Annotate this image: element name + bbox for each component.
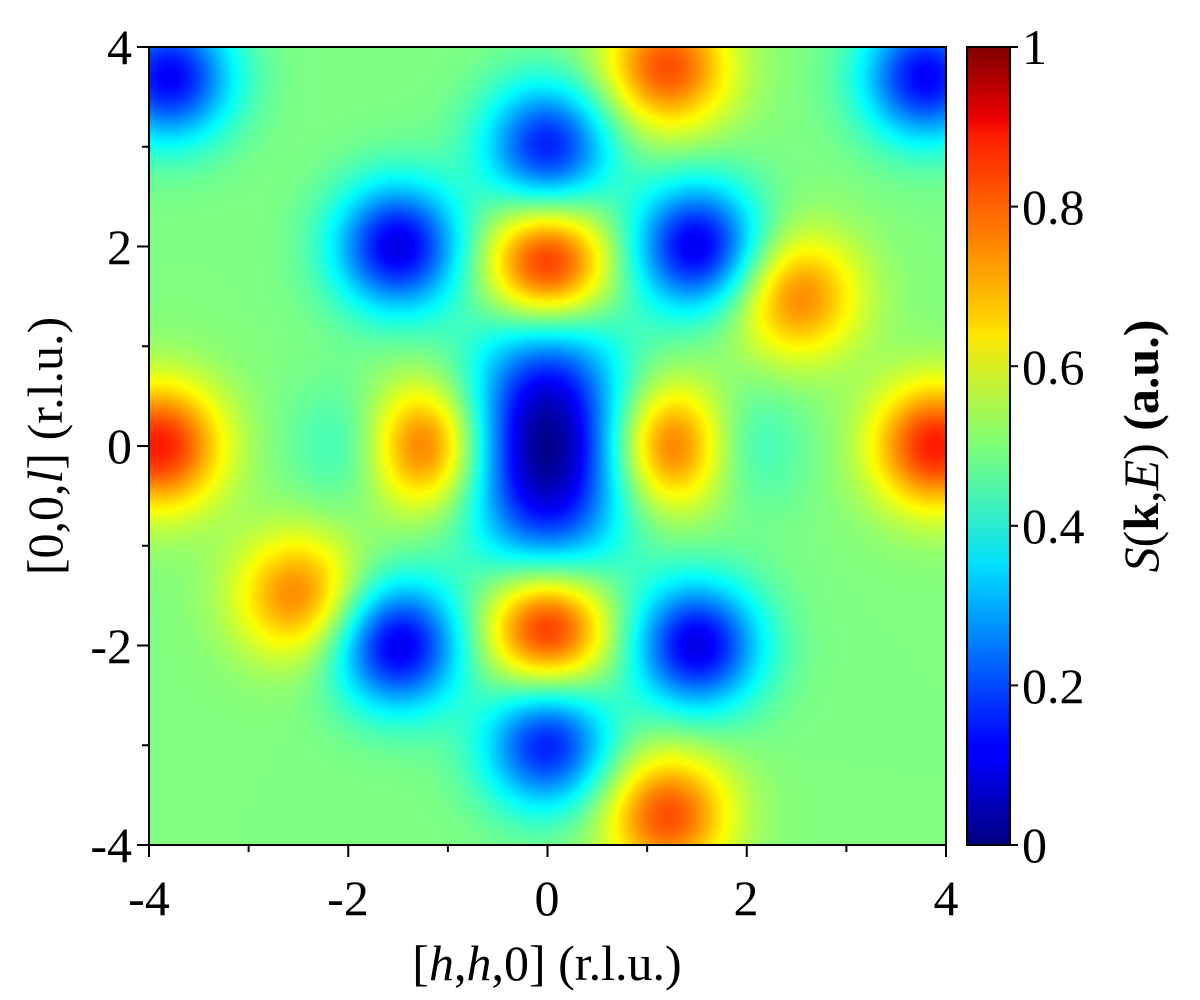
x-tick-label: 4 <box>934 870 959 926</box>
y-tick-label: -4 <box>90 817 132 873</box>
heatmap-image <box>149 47 946 845</box>
colorbar-label: S(k,E) (a.u.) <box>1113 320 1169 573</box>
colorbar-tick-marks <box>1010 46 1018 846</box>
colorbar-tick-label: 1 <box>1022 19 1047 75</box>
x-tick-label: 2 <box>734 870 759 926</box>
heatmap-plot <box>148 46 947 846</box>
colorbar-tick-label: 0 <box>1022 817 1047 873</box>
y-tick-label: 2 <box>107 219 132 275</box>
x-tick-marks <box>148 845 947 857</box>
colorbar-tick-label: 0.6 <box>1022 339 1085 395</box>
y-tick-label: -2 <box>90 618 132 674</box>
y-axis-label: [0,0,l] (r.l.u.) <box>17 317 73 575</box>
colorbar-gradient <box>966 46 1011 846</box>
y-axis: -4 -2 0 2 4 [0,0,l] (r.l.u.) <box>17 19 149 873</box>
y-tick-marks <box>137 46 149 846</box>
colorbar-tick-label: 0.4 <box>1022 498 1085 554</box>
colorbar: 0 0.2 0.4 0.6 0.8 1 S(k,E) (a.u.) <box>966 19 1169 873</box>
colorbar-tick-label: 0.8 <box>1022 179 1085 235</box>
y-tick-label: 4 <box>107 19 132 75</box>
x-tick-label: 0 <box>535 870 560 926</box>
colorbar-tick-label: 0.2 <box>1022 658 1085 714</box>
y-tick-label: 0 <box>107 418 132 474</box>
x-axis: -4 -2 0 2 4 [h,h,0] (r.l.u.) <box>128 845 959 991</box>
x-axis-label: [h,h,0] (r.l.u.) <box>412 935 681 991</box>
x-tick-label: -2 <box>327 870 369 926</box>
x-tick-label: -4 <box>128 870 170 926</box>
